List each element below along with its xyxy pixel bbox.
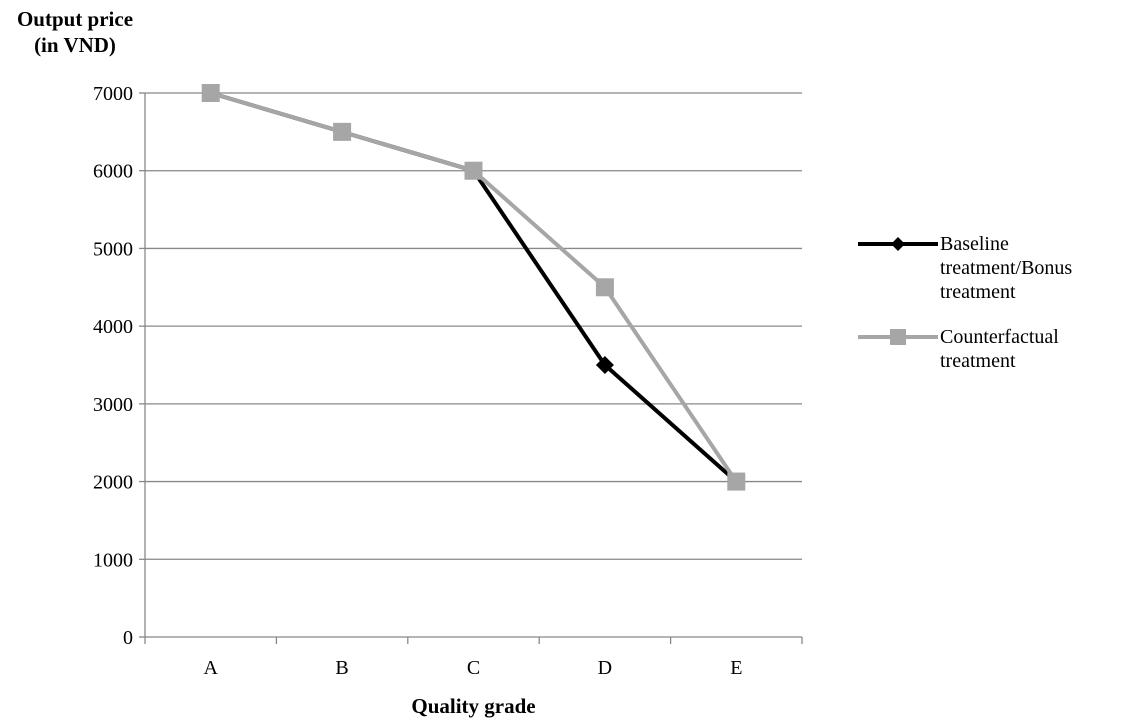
legend-item-baseline: Baseline treatment/Bonus treatment xyxy=(858,232,1128,304)
y-tick-label: 0 xyxy=(123,627,133,649)
x-tick-label: C xyxy=(467,657,480,679)
series-1-point xyxy=(464,161,483,180)
legend-swatch-counterfactual xyxy=(858,327,938,347)
series-0-point xyxy=(595,356,614,374)
x-axis-title: Quality grade xyxy=(411,694,536,718)
legend-swatch-baseline xyxy=(858,234,938,254)
y-tick-label: 3000 xyxy=(93,394,133,416)
x-tick-label: D xyxy=(598,657,612,679)
series-1-point xyxy=(727,472,746,491)
y-axis-title-line2: (in VND) xyxy=(34,33,116,57)
y-tick-label: 5000 xyxy=(93,238,133,260)
y-tick-label: 1000 xyxy=(93,549,133,571)
x-tick-label: E xyxy=(730,657,742,679)
legend: Baseline treatment/Bonus treatment Count… xyxy=(858,232,1128,394)
legend-label-counterfactual-line1: Counterfactual xyxy=(940,326,1059,348)
series-line-0 xyxy=(210,91,738,484)
y-tick-label: 4000 xyxy=(93,316,133,338)
legend-label-baseline-line2: treatment/Bonus xyxy=(940,257,1073,279)
series-1-point xyxy=(201,84,220,102)
legend-label-baseline-line3: treatment xyxy=(940,281,1016,303)
y-axis-title-line1: Output price xyxy=(16,7,134,31)
y-tick-label: 7000 xyxy=(93,83,133,105)
y-tick-label: 6000 xyxy=(93,161,133,183)
legend-label-counterfactual-line2: treatment xyxy=(940,350,1016,372)
x-tick-label: A xyxy=(203,657,218,679)
y-tick-label: 2000 xyxy=(93,472,133,494)
legend-item-counterfactual: Counterfactual treatment xyxy=(858,325,1128,373)
y-axis-title: Output price (in VND) xyxy=(0,6,150,58)
x-tick-label: B xyxy=(335,657,348,679)
series-1-point xyxy=(333,122,352,141)
series-1-point xyxy=(595,278,614,297)
series-line-1 xyxy=(210,91,738,483)
legend-label-baseline-line1: Baseline xyxy=(940,233,1009,255)
